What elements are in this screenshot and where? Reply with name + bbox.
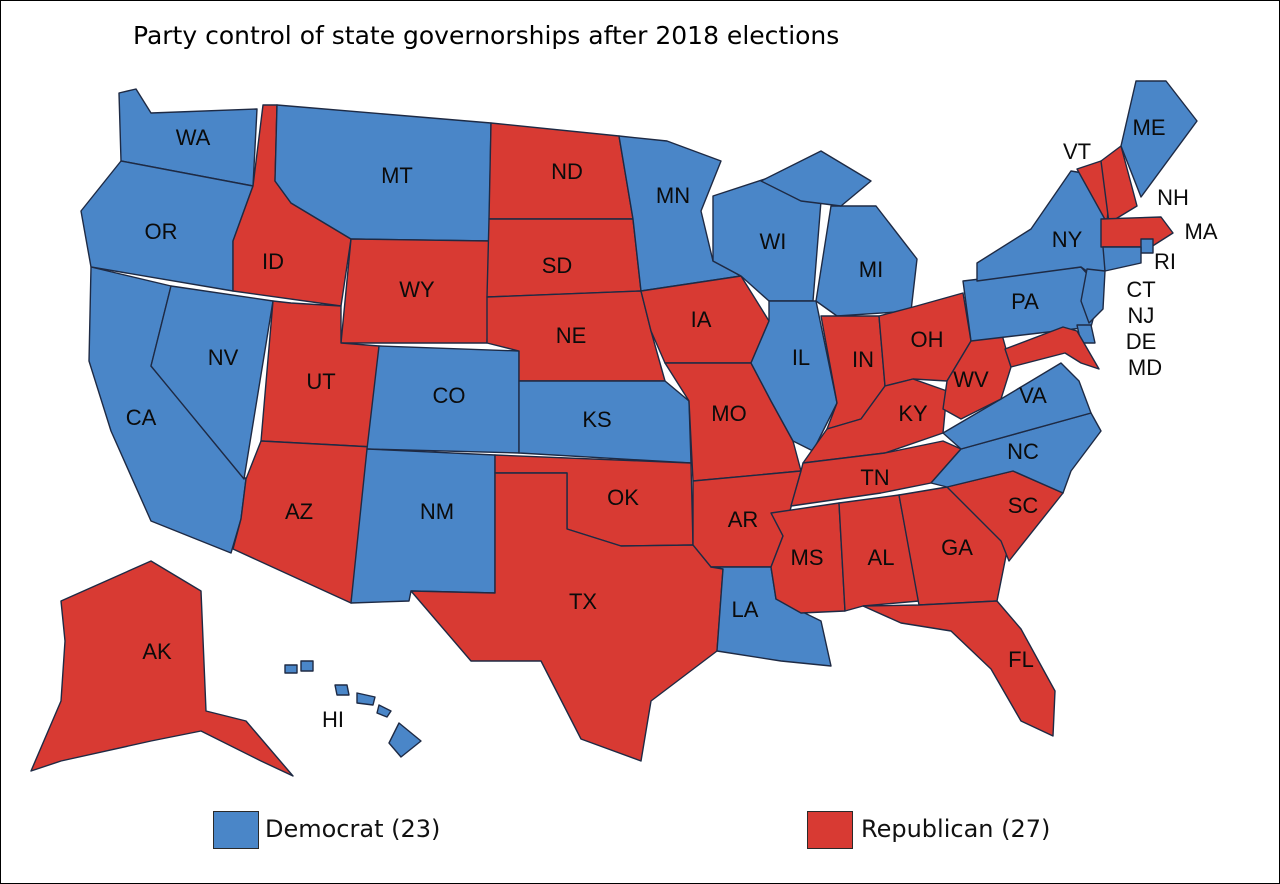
state-nm	[350, 448, 496, 604]
state-shape-hi-6	[388, 722, 422, 758]
state-shape-me	[1120, 80, 1198, 198]
legend-label-republican: Republican (27)	[861, 815, 1051, 843]
state-label-tn: TN	[860, 465, 889, 490]
state-fl	[862, 600, 1056, 737]
state-label-mi: MI	[859, 257, 883, 282]
state-nj	[1080, 268, 1106, 324]
state-label-ky: KY	[898, 401, 928, 426]
state-label-ma: MA	[1185, 219, 1218, 244]
state-shape-nm	[350, 448, 496, 604]
state-label-va: VA	[1019, 383, 1047, 408]
state-label-mt: MT	[381, 163, 413, 188]
state-ga	[898, 486, 1010, 606]
labels-layer: WA OR CA NV ID MT WY UT AZ CO NM ND SD NE KS OK TX MN IA MO…	[126, 115, 1218, 732]
state-label-ct: CT	[1126, 277, 1155, 302]
state-label-wy: WY	[399, 277, 435, 302]
state-label-ut: UT	[306, 369, 335, 394]
state-nv	[150, 285, 274, 480]
state-al	[838, 494, 920, 612]
state-label-or: OR	[145, 219, 178, 244]
state-il	[750, 300, 838, 452]
state-label-wi: WI	[760, 229, 787, 254]
state-label-hi: HI	[322, 707, 344, 732]
state-label-la: LA	[732, 597, 759, 622]
state-label-md: MD	[1128, 355, 1162, 380]
state-label-ar: AR	[728, 507, 759, 532]
state-label-pa: PA	[1011, 289, 1039, 314]
state-label-de: DE	[1126, 329, 1157, 354]
state-label-co: CO	[433, 383, 466, 408]
state-label-ak: AK	[142, 639, 172, 664]
state-ct	[1102, 246, 1142, 272]
state-tx	[410, 472, 724, 762]
state-shape-nv	[150, 285, 274, 480]
state-label-ks: KS	[582, 407, 611, 432]
legend-swatch-republican	[807, 811, 853, 849]
state-label-oh: OH	[911, 327, 944, 352]
legend-label-democrat: Democrat (23)	[265, 815, 441, 843]
state-label-wv: WV	[953, 367, 989, 392]
state-label-ga: GA	[941, 535, 973, 560]
state-md	[1004, 326, 1100, 370]
state-shape-ma	[1100, 216, 1174, 248]
state-shape-ri	[1140, 238, 1154, 254]
state-ak	[30, 560, 294, 777]
state-label-ri: RI	[1154, 249, 1176, 274]
state-shape-hi-1	[284, 664, 298, 674]
state-shape-hi-5	[376, 704, 392, 718]
state-shape-hi-2	[300, 660, 314, 672]
state-shape-mi-2	[760, 150, 872, 207]
state-shape-tx	[410, 472, 724, 762]
state-label-ia: IA	[691, 307, 712, 332]
state-label-me: ME	[1133, 115, 1166, 140]
state-shape-hi-3	[334, 684, 350, 696]
state-nc	[930, 412, 1102, 494]
state-shape-hi-4	[356, 692, 376, 706]
legend-swatch-democrat	[213, 811, 259, 849]
state-shape-ak	[30, 560, 294, 777]
state-shape-al	[838, 494, 920, 612]
state-shape-il	[750, 300, 838, 452]
state-hi	[284, 660, 422, 758]
state-label-vt: VT	[1063, 139, 1091, 164]
state-label-mo: MO	[711, 401, 746, 426]
state-label-sd: SD	[542, 253, 573, 278]
state-label-ny: NY	[1052, 227, 1083, 252]
state-label-ok: OK	[607, 485, 639, 510]
state-shape-ga	[898, 486, 1010, 606]
state-label-ne: NE	[556, 323, 587, 348]
state-label-fl: FL	[1008, 647, 1034, 672]
state-ma	[1100, 216, 1174, 248]
state-label-nc: NC	[1007, 439, 1039, 464]
state-label-al: AL	[868, 545, 895, 570]
state-ri	[1140, 238, 1154, 254]
state-shape-nc	[930, 412, 1102, 494]
state-label-id: ID	[262, 249, 284, 274]
state-shape-nj	[1080, 268, 1106, 324]
state-label-nd: ND	[551, 159, 583, 184]
state-label-nm: NM	[420, 499, 454, 524]
state-shape-nh	[1100, 145, 1138, 224]
state-label-ca: CA	[126, 405, 157, 430]
state-label-in: IN	[852, 347, 874, 372]
state-shape-ct	[1102, 246, 1142, 272]
state-label-wa: WA	[176, 125, 211, 150]
state-label-nv: NV	[208, 345, 239, 370]
state-label-nh: NH	[1157, 185, 1189, 210]
state-shape-md	[1004, 326, 1100, 370]
state-label-mn: MN	[656, 183, 690, 208]
state-me	[1120, 80, 1198, 198]
state-label-nj: NJ	[1128, 303, 1155, 328]
state-label-il: IL	[792, 345, 810, 370]
state-label-az: AZ	[285, 499, 313, 524]
map-title: Party control of state governorships aft…	[133, 21, 840, 50]
state-label-sc: SC	[1008, 493, 1039, 518]
state-nh	[1100, 145, 1138, 224]
state-label-ms: MS	[791, 545, 824, 570]
state-shape-fl	[862, 600, 1056, 737]
states-layer	[30, 80, 1198, 777]
state-label-tx: TX	[569, 589, 597, 614]
